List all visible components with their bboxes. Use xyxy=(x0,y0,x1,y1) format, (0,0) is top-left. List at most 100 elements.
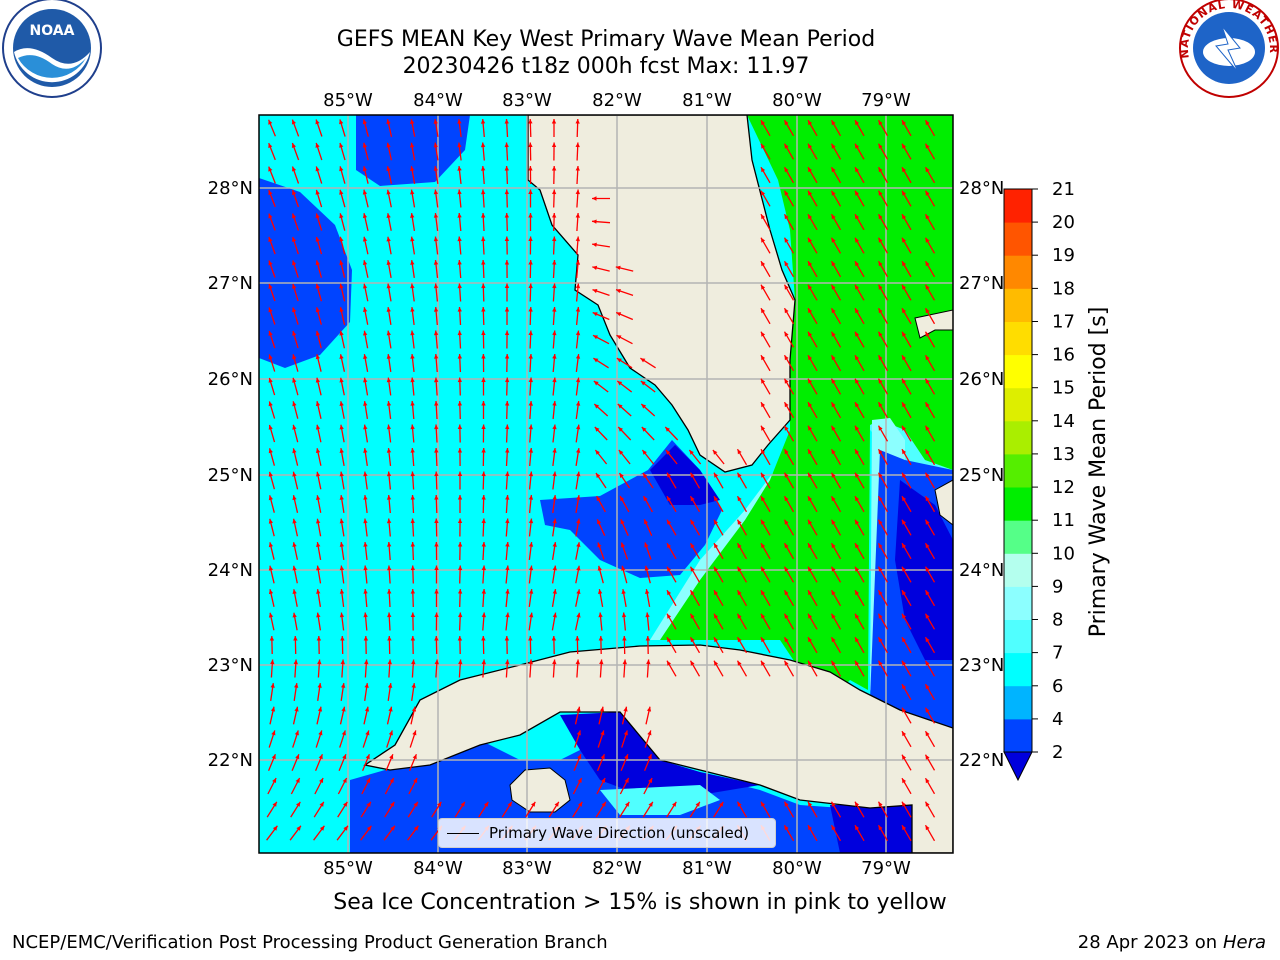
wave-arrow-head xyxy=(831,120,836,126)
wave-arrow-head xyxy=(641,427,647,432)
wave-arrow xyxy=(596,519,606,536)
wave-arrow-head xyxy=(316,495,321,500)
wave-arrow xyxy=(877,519,889,536)
wave-arrow xyxy=(433,118,439,138)
wave-arrow-head xyxy=(528,213,533,218)
wave-arrow-head xyxy=(531,801,536,807)
wave-arrow xyxy=(363,518,368,537)
wave-arrow-head xyxy=(784,143,789,149)
wave-arrow xyxy=(593,357,609,369)
wave-arrow xyxy=(783,284,795,301)
wave-arrow-head xyxy=(855,214,860,220)
wave-arrow-head xyxy=(617,381,623,386)
wave-arrow-head xyxy=(808,284,813,290)
wave-arrow xyxy=(713,636,724,654)
wave-arrow-head xyxy=(388,683,393,688)
wave-arrow xyxy=(854,213,865,231)
wave-arrow xyxy=(457,142,462,161)
wave-arrow xyxy=(830,660,842,677)
wave-arrow xyxy=(760,307,771,325)
wave-arrow xyxy=(552,448,557,466)
wave-arrow xyxy=(481,212,486,232)
colorbar-segment xyxy=(1004,255,1032,289)
wave-arrow xyxy=(411,683,416,701)
wave-arrow-head xyxy=(316,589,321,594)
wave-arrow-head xyxy=(319,778,324,783)
wave-arrow xyxy=(548,801,560,818)
wave-arrow xyxy=(410,142,416,161)
wave-arrow xyxy=(783,143,795,160)
wave-arrow-head xyxy=(386,495,392,500)
wave-arrow-head xyxy=(575,636,580,641)
wave-arrow xyxy=(504,307,510,325)
wave-arrow xyxy=(783,660,795,677)
wave-arrow xyxy=(386,424,392,443)
wave-arrow-head xyxy=(342,754,347,760)
lat-label-right: 24°N xyxy=(959,560,1004,581)
wave-arrow-head xyxy=(552,659,557,665)
wave-arrow-head xyxy=(528,495,534,500)
wave-arrow xyxy=(854,143,865,160)
lat-label-right: 26°N xyxy=(959,369,1004,390)
wave-arrow-head xyxy=(902,825,907,831)
wave-arrow xyxy=(457,377,462,396)
wave-arrow xyxy=(760,613,771,630)
wave-arrow xyxy=(290,801,301,818)
wave-arrow xyxy=(386,401,392,419)
wave-arrow xyxy=(760,284,771,301)
wave-arrow xyxy=(505,518,510,537)
wave-arrow xyxy=(592,288,610,297)
wave-arrow xyxy=(924,683,936,701)
wave-arrow xyxy=(596,777,606,795)
wave-arrow-head xyxy=(925,425,930,431)
wave-arrow xyxy=(646,659,651,678)
wave-arrow-head xyxy=(410,236,415,242)
wave-arrow-head xyxy=(481,354,486,359)
wave-arrow-head xyxy=(672,801,677,807)
wave-arrow xyxy=(410,119,416,137)
wave-arrow-head xyxy=(808,167,813,173)
wave-arrow-head xyxy=(292,542,297,547)
wave-arrow xyxy=(528,424,533,443)
wave-arrow xyxy=(689,542,701,560)
wave-arrow-head xyxy=(808,472,813,478)
wave-arrow xyxy=(505,565,510,584)
wave-arrow-head xyxy=(616,312,622,317)
wave-arrow-head xyxy=(831,825,836,831)
wave-arrow xyxy=(505,447,510,467)
wave-arrow-head xyxy=(457,166,462,171)
wave-arrow xyxy=(901,166,912,184)
wave-arrow xyxy=(362,119,369,137)
wave-arrow-head xyxy=(528,189,533,194)
wave-arrow-head xyxy=(481,471,486,477)
wave-arrow xyxy=(457,635,463,655)
wave-arrow xyxy=(268,307,276,325)
wave-arrow xyxy=(643,519,653,536)
wave-arrow-head xyxy=(504,636,510,641)
wave-arrow xyxy=(901,707,912,724)
wave-arrow xyxy=(807,542,818,560)
wave-arrow-head xyxy=(576,589,581,594)
wave-arrow xyxy=(386,283,392,302)
wave-arrow xyxy=(270,683,275,701)
wave-arrow xyxy=(458,588,463,608)
wave-arrow xyxy=(689,472,701,489)
wave-arrow xyxy=(760,119,771,137)
wave-arrow xyxy=(575,330,581,349)
wave-arrow xyxy=(339,166,346,184)
wave-arrow xyxy=(410,518,415,537)
wave-arrow xyxy=(528,330,533,349)
wave-arrow-head xyxy=(363,589,368,594)
wave-arrow xyxy=(854,472,865,489)
wave-arrow xyxy=(645,706,652,725)
wave-arrow-head xyxy=(576,471,581,477)
wave-arrow-head xyxy=(712,450,718,455)
colorbar-segment xyxy=(1004,619,1032,654)
wave-arrow xyxy=(551,612,557,631)
wave-arrow xyxy=(783,237,795,254)
wave-arrow xyxy=(339,401,345,419)
wave-arrow-head xyxy=(339,448,344,453)
wave-arrow-head xyxy=(481,307,486,312)
wave-arrow-head xyxy=(270,683,275,688)
wave-arrow-head xyxy=(291,119,296,125)
